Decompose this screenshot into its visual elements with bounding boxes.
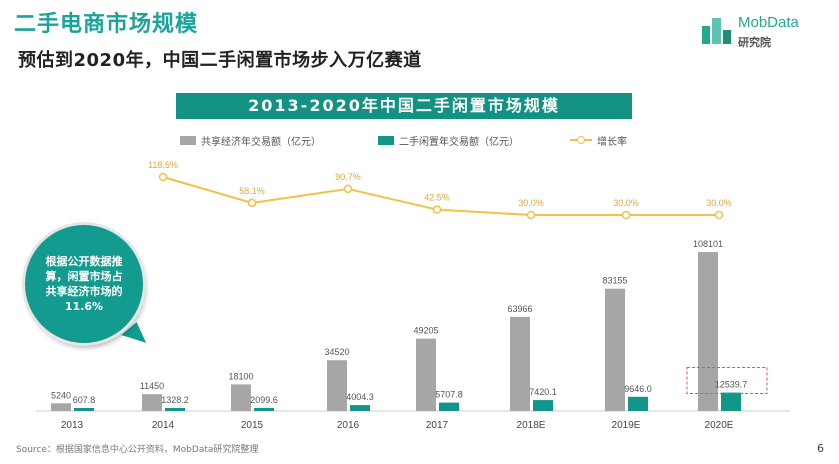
bar-label-teal-2019E: 9646.0 (624, 384, 652, 394)
x-tick-label-2020E: 2020E (705, 420, 734, 431)
bar-teal-2014 (165, 408, 185, 411)
rate-point-2015 (247, 198, 257, 208)
bar-gray-2016 (327, 360, 347, 411)
rate-point-2017 (432, 205, 442, 214)
logo-name: MobData (738, 14, 799, 31)
legend-swatch-gray (180, 135, 196, 145)
bar-label-teal-2020E: 12539.7 (715, 380, 748, 390)
x-tick-label-2015: 2015 (241, 420, 264, 431)
bar-label-gray-2014: 11450 (140, 381, 164, 391)
bar-teal-2019E (628, 396, 648, 411)
bar-label-gray-2015: 18100 (228, 371, 253, 381)
legend-label-rate: 增长率 (597, 136, 627, 148)
bar-gray-2017 (416, 338, 436, 411)
bar-gray-2018E (510, 316, 530, 411)
bar-label-gray-2017: 49205 (413, 326, 438, 336)
legend-item-gray: 共享经济年交易额（亿元） (180, 132, 321, 148)
bar-label-teal-2013: 607.8 (73, 395, 96, 405)
bar-label-gray-2016: 34520 (324, 347, 349, 357)
chart-title: 2013-2020年中国二手闲置市场规模 (176, 93, 632, 119)
bar-label-gray-2020E: 108101 (693, 239, 723, 249)
note-tail (121, 322, 151, 352)
page-number: 6 (817, 442, 824, 455)
page-subtitle: 预估到2020年，中国二手闲置市场步入万亿赛道 (18, 50, 422, 71)
rate-label-2018E: 30.0% (518, 198, 544, 208)
x-tick-label-2013: 2013 (61, 420, 84, 431)
mobdata-logo: MobData 研究院 (700, 14, 820, 54)
rate-label-2017: 42.5% (424, 193, 450, 203)
highlight-box-2020E (686, 367, 768, 395)
rate-label-2019E: 30.0% (613, 198, 639, 208)
bar-gray-2013 (51, 403, 71, 411)
source-note: Source：根据国家信息中心公开资料，MobData研究院整理 (16, 445, 259, 455)
bar-label-teal-2018E: 7420.1 (529, 387, 557, 397)
x-tick-label-2016: 2016 (337, 420, 360, 431)
rate-point-2019E (621, 210, 631, 220)
rate-point-2020E (714, 210, 724, 220)
rate-point-2014 (158, 172, 168, 182)
bar-label-gray-2018E: 63966 (507, 304, 532, 314)
note-callout: 根据公开数据推算，闲置市场占共享经济市场的11.6% (22, 222, 152, 352)
bar-teal-2020E (721, 392, 741, 411)
legend-label-teal: 二手闲置年交易额（亿元） (399, 136, 519, 148)
note-text: 根据公开数据推算，闲置市场占共享经济市场的11.6% (45, 255, 123, 313)
legend-label-gray: 共享经济年交易额（亿元） (201, 136, 321, 148)
bar-gray-2019E (605, 288, 625, 411)
rate-label-2016: 90.7% (335, 172, 361, 182)
x-tick-label-2019E: 2019E (612, 420, 641, 431)
x-tick-label-2014: 2014 (152, 420, 175, 431)
note-bubble: 根据公开数据推算，闲置市场占共享经济市场的11.6% (25, 225, 143, 343)
bar-label-teal-2016: 4004.3 (346, 392, 374, 402)
bar-label-gray-2019E: 83155 (602, 276, 627, 286)
bar-teal-2017 (439, 402, 459, 411)
bar-teal-2013 (74, 408, 94, 411)
rate-label-2015: 58.1% (239, 186, 265, 196)
page-title: 二手电商市场规模 (14, 12, 199, 37)
bar-gray-2014 (142, 394, 162, 411)
rate-point-2016 (343, 184, 353, 194)
bar-gray-2020E (698, 252, 718, 411)
x-tick-label-2017: 2017 (426, 420, 449, 431)
bar-label-teal-2017: 5707.8 (435, 390, 463, 400)
bar-teal-2018E (533, 400, 553, 411)
rate-label-2014: 118.5% (148, 160, 178, 170)
bar-teal-2016 (350, 405, 370, 411)
bar-label-gray-2013: 5240 (51, 390, 71, 400)
bar-label-teal-2014: 1328.2 (161, 395, 189, 405)
legend-item-teal: 二手闲置年交易额（亿元） (378, 132, 519, 148)
legend-item-rate: 增长率 (570, 132, 627, 148)
logo-subtitle: 研究院 (738, 36, 771, 49)
bar-label-teal-2015: 2099.6 (250, 395, 278, 405)
legend-swatch-teal (378, 135, 394, 145)
x-tick-label-2018E: 2018E (517, 420, 546, 431)
rate-label-2020E: 30.0% (706, 198, 732, 208)
logo-icon (702, 18, 731, 44)
bar-teal-2015 (254, 407, 274, 411)
bar-gray-2015 (231, 384, 251, 411)
rate-point-2018E (526, 210, 536, 220)
legend-swatch-rate (570, 135, 592, 145)
